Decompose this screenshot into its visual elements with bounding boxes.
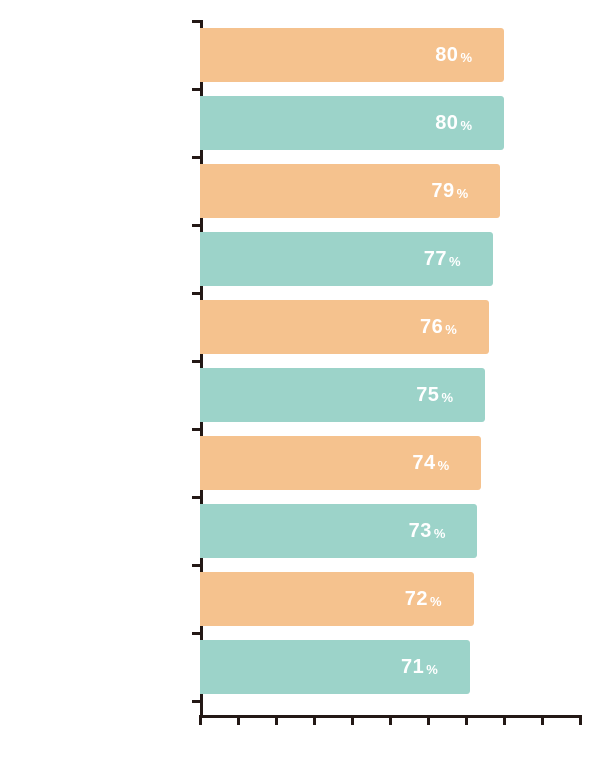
y-tick xyxy=(192,496,202,499)
bar: 77% xyxy=(200,232,493,286)
y-tick xyxy=(192,428,202,431)
x-tick xyxy=(465,715,468,725)
bar-percent-suffix: % xyxy=(457,186,469,201)
y-tick xyxy=(192,360,202,363)
bar-row: 79% xyxy=(200,164,580,218)
y-tick xyxy=(192,156,202,159)
bar-row: 77% xyxy=(200,232,580,286)
bar-percent-suffix: % xyxy=(434,526,446,541)
x-tick xyxy=(313,715,316,725)
y-tick xyxy=(192,632,202,635)
y-tick xyxy=(192,20,202,23)
bar-chart: 80%80%79%77%76%75%74%73%72%71% xyxy=(0,0,600,761)
bar-value: 79 xyxy=(431,180,454,203)
bar-percent-suffix: % xyxy=(460,118,472,133)
x-tick xyxy=(427,715,430,725)
bar: 72% xyxy=(200,572,474,626)
bar-percent-suffix: % xyxy=(445,322,457,337)
bar-row: 80% xyxy=(200,96,580,150)
bar: 76% xyxy=(200,300,489,354)
x-tick xyxy=(389,715,392,725)
bar-value: 77 xyxy=(424,248,447,271)
bar-value: 80 xyxy=(435,112,458,135)
bar-value: 74 xyxy=(412,452,435,475)
bar: 73% xyxy=(200,504,477,558)
bar: 71% xyxy=(200,640,470,694)
bar: 80% xyxy=(200,96,504,150)
bar-percent-suffix: % xyxy=(430,594,442,609)
bar-value: 80 xyxy=(435,44,458,67)
bar-value: 73 xyxy=(409,520,432,543)
bar: 79% xyxy=(200,164,500,218)
bar-row: 76% xyxy=(200,300,580,354)
x-tick xyxy=(199,715,202,725)
y-tick xyxy=(192,88,202,91)
bar-row: 72% xyxy=(200,572,580,626)
bar: 75% xyxy=(200,368,485,422)
y-tick xyxy=(192,292,202,295)
bar-percent-suffix: % xyxy=(449,254,461,269)
bar-percent-suffix: % xyxy=(426,662,438,677)
plot-area: 80%80%79%77%76%75%74%73%72%71% xyxy=(200,20,580,715)
y-tick xyxy=(192,700,202,703)
bar-percent-suffix: % xyxy=(438,458,450,473)
bar-value: 72 xyxy=(405,588,428,611)
bar-row: 74% xyxy=(200,436,580,490)
bar-value: 71 xyxy=(401,656,424,679)
bar-row: 73% xyxy=(200,504,580,558)
bar-value: 75 xyxy=(416,384,439,407)
x-tick xyxy=(541,715,544,725)
bar: 80% xyxy=(200,28,504,82)
x-tick xyxy=(579,715,582,725)
x-tick xyxy=(503,715,506,725)
x-tick xyxy=(237,715,240,725)
bar-row: 71% xyxy=(200,640,580,694)
bar-percent-suffix: % xyxy=(460,50,472,65)
x-tick xyxy=(275,715,278,725)
bar: 74% xyxy=(200,436,481,490)
bar-row: 80% xyxy=(200,28,580,82)
y-tick xyxy=(192,224,202,227)
bar-row: 75% xyxy=(200,368,580,422)
bar-value: 76 xyxy=(420,316,443,339)
bar-percent-suffix: % xyxy=(441,390,453,405)
y-tick xyxy=(192,564,202,567)
x-tick xyxy=(351,715,354,725)
